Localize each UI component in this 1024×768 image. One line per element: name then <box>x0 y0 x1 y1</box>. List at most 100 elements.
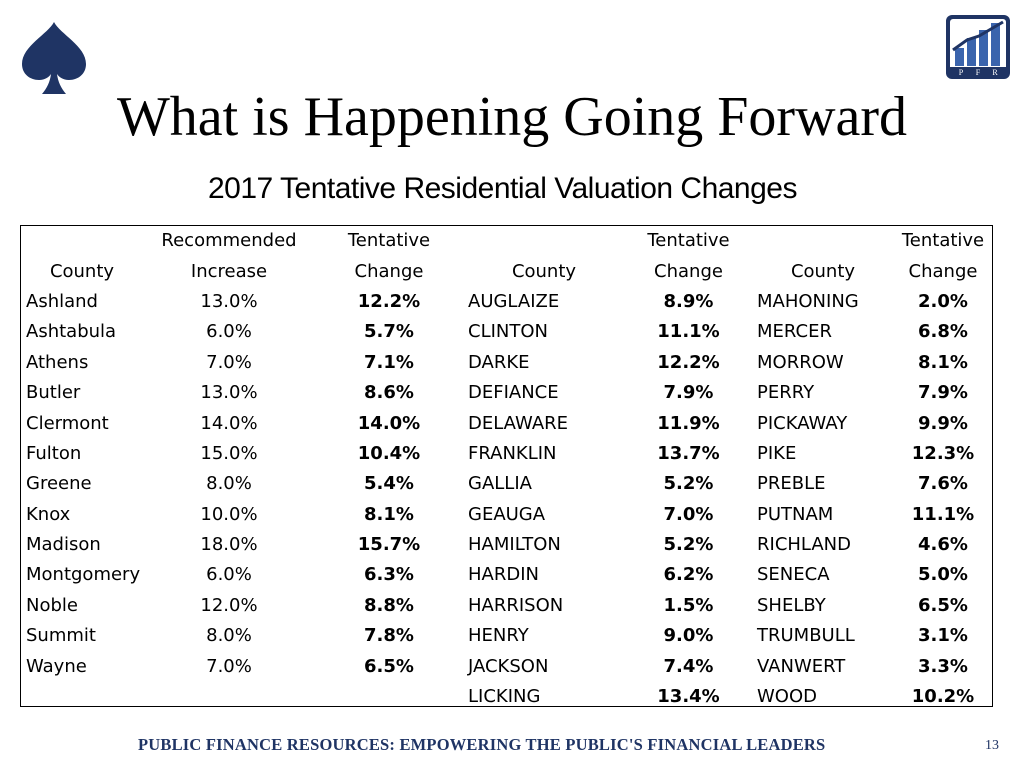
cell-county-a <box>21 682 143 712</box>
table-row: LICKING 13.4% WOOD 10.2% <box>21 682 992 712</box>
logo-letter-r: R <box>992 68 998 77</box>
table-row: Fulton 15.0% 10.4% FRANKLIN 13.7% PIKE 12.3% <box>21 439 992 469</box>
cell-tentative-change-c: 2.0% <box>918 290 968 312</box>
cell-county-b: County <box>511 260 577 282</box>
cell-tentative-change-b: 12.2% <box>657 351 720 373</box>
cell-county-c: PERRY <box>757 382 815 404</box>
cell-tentative-change-c: 6.8% <box>918 321 968 343</box>
cell-county-b: DARKE <box>468 351 530 373</box>
cell-tentative-change-c: 7.6% <box>918 473 968 495</box>
table-row: Butler 13.0% 8.6% DEFIANCE 7.9% PERRY 7.9% <box>21 378 992 408</box>
cell-tentative-change-a: 14.0% <box>357 412 421 434</box>
cell-tentative-change-a: 5.7% <box>364 321 414 343</box>
cell-county-b: HARRISON <box>468 594 564 616</box>
cell-county-a: Athens <box>26 351 89 373</box>
cell-tentative-change-a: 8.1% <box>364 503 414 525</box>
cell-county-b: JACKSON <box>468 655 549 677</box>
table-row: Clermont 14.0% 14.0% DELAWARE 11.9% PICKAWAY 9… <box>21 408 992 438</box>
logo-letter-f: F <box>976 68 981 77</box>
cell-recommended-increase: 7.0% <box>206 655 252 677</box>
footer-tagline: PUBLIC FINANCE RESOURCES: EMPOWERING THE… <box>138 735 826 754</box>
cell-tentative-change-a: 5.4% <box>364 473 414 495</box>
cell-county-c: SHELBY <box>757 594 826 616</box>
cell-tentative-change-a: 12.2% <box>357 290 421 312</box>
cell-county-c: RICHLAND <box>757 534 851 556</box>
cell-tentative-change-a: Change <box>354 260 424 282</box>
cell-recommended-increase: 13.0% <box>200 290 258 312</box>
cell-county-b: GALLIA <box>468 473 532 495</box>
cell-tentative-change-b: 11.9% <box>657 412 720 434</box>
cell-tentative-change-a: 10.4% <box>357 442 421 464</box>
cell-county-a <box>21 226 143 256</box>
table-row: Ashland 13.0% 12.2% AUGLAIZE 8.9% MAHONING 2.0… <box>21 287 992 317</box>
table-row: Montgomery 6.0% 6.3% HARDIN 6.2% SENECA 5.0% <box>21 560 992 590</box>
cell-county-c: MERCER <box>757 321 832 343</box>
cell-tentative-change-c: 3.1% <box>918 625 968 647</box>
cell-county-b: DELAWARE <box>468 412 569 434</box>
cell-recommended-increase: Increase <box>190 260 268 282</box>
cell-tentative-change-c: Change <box>908 260 978 282</box>
table-body: Recommended Tentative Tentative Tentative Co… <box>21 226 992 712</box>
cell-county-a: Wayne <box>26 655 87 677</box>
cell-county-b <box>463 226 625 256</box>
cell-county-b: FRANKLIN <box>468 442 557 464</box>
cell-tentative-change-c: 5.0% <box>918 564 968 586</box>
cell-tentative-change-b: 11.1% <box>657 321 720 343</box>
cell-tentative-change-b: 1.5% <box>663 594 714 616</box>
table-row: Greene 8.0% 5.4% GALLIA 5.2% PREBLE 7.6% <box>21 469 992 499</box>
cell-county-a: Knox <box>26 503 71 525</box>
cell-tentative-change-a: 7.8% <box>364 625 414 647</box>
cell-tentative-change-a <box>315 682 463 712</box>
cell-county-c: TRUMBULL <box>757 625 855 647</box>
cell-county-b: HENRY <box>468 625 529 647</box>
pfr-logo-icon: P F R <box>946 15 1010 79</box>
cell-recommended-increase: 15.0% <box>200 442 258 464</box>
cell-tentative-change-b: 9.0% <box>663 625 714 647</box>
cell-recommended-increase: 6.0% <box>206 564 252 586</box>
cell-tentative-change-b: 5.2% <box>663 534 714 556</box>
page-title: What is Happening Going Forward <box>116 86 908 148</box>
cell-tentative-change-c: 3.3% <box>918 655 968 677</box>
cell-tentative-change-c: 7.9% <box>918 382 968 404</box>
cell-tentative-change-c: 9.9% <box>918 412 968 434</box>
cell-tentative-change-c: 11.1% <box>911 503 975 525</box>
cell-recommended-increase: 8.0% <box>206 473 252 495</box>
cell-county-a: Greene <box>26 473 92 495</box>
table-row: Madison 18.0% 15.7% HAMILTON 5.2% RICHLAND 4.6… <box>21 530 992 560</box>
cell-tentative-change-b: 8.9% <box>663 290 714 312</box>
cell-county-b: AUGLAIZE <box>468 290 560 312</box>
table-row: Athens 7.0% 7.1% DARKE 12.2% MORROW 8.1% <box>21 348 992 378</box>
cell-recommended-increase: 12.0% <box>200 594 258 616</box>
cell-county-c: SENECA <box>757 564 830 586</box>
cell-county-a: Noble <box>26 594 78 616</box>
cell-tentative-change-a: 15.7% <box>357 534 421 556</box>
cell-recommended-increase: 14.0% <box>200 412 258 434</box>
cell-county-a: Fulton <box>26 442 82 464</box>
table-row: Summit 8.0% 7.8% HENRY 9.0% TRUMBULL 3.1% <box>21 621 992 651</box>
cell-tentative-change-b: Change <box>654 260 723 282</box>
valuation-table-frame: Recommended Tentative Tentative Tentative Co… <box>20 225 993 707</box>
page-number: 13 <box>985 738 999 753</box>
cell-recommended-increase: 7.0% <box>206 351 252 373</box>
cell-tentative-change-a: Tentative <box>347 230 431 252</box>
cell-tentative-change-c: 12.3% <box>911 442 975 464</box>
cell-tentative-change-a: 8.8% <box>364 594 414 616</box>
table-header-row: Recommended Tentative Tentative Tentative <box>21 226 992 256</box>
cell-county-a: Clermont <box>26 412 109 434</box>
cell-tentative-change-b: Tentative <box>647 230 730 252</box>
cell-county-b: CLINTON <box>468 321 548 343</box>
cell-tentative-change-c: 6.5% <box>918 594 968 616</box>
cell-county-c: PICKAWAY <box>757 412 848 434</box>
cell-county-c: County <box>790 260 856 282</box>
cell-recommended-increase <box>143 682 315 712</box>
cell-county-c: PREBLE <box>757 473 826 495</box>
cell-tentative-change-c: Tentative <box>901 230 985 252</box>
cell-tentative-change-a: 7.1% <box>364 351 414 373</box>
cell-recommended-increase: 18.0% <box>200 534 258 556</box>
cell-county-a: Ashtabula <box>26 321 117 343</box>
table-subtitle: 2017 Tentative Residential Valuation Cha… <box>208 172 798 205</box>
cell-tentative-change-b: 7.0% <box>663 503 714 525</box>
cell-tentative-change-c: 8.1% <box>918 351 968 373</box>
cell-county-a: Montgomery <box>26 564 141 586</box>
cell-tentative-change-b: 13.7% <box>657 442 720 464</box>
